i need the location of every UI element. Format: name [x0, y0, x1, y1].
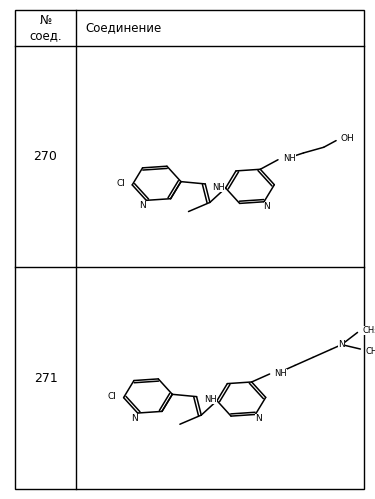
Text: 270: 270 [34, 150, 57, 163]
Text: N: N [338, 340, 345, 349]
Text: OH: OH [340, 134, 354, 143]
Text: N: N [140, 202, 146, 211]
Text: CH₃: CH₃ [363, 326, 375, 335]
Text: N: N [131, 414, 138, 423]
Text: N: N [255, 414, 262, 423]
Text: NH: NH [204, 395, 216, 405]
Text: 271: 271 [34, 372, 57, 385]
Text: NH: NH [274, 369, 287, 378]
Text: Cl: Cl [116, 179, 125, 188]
Text: NH: NH [283, 154, 296, 163]
Text: N: N [264, 202, 270, 211]
Text: №
соед.: № соед. [29, 14, 62, 42]
Text: NH: NH [212, 183, 225, 192]
Text: Cl: Cl [108, 392, 116, 401]
Text: Соединение: Соединение [86, 21, 162, 34]
Text: CH₃: CH₃ [366, 347, 375, 356]
